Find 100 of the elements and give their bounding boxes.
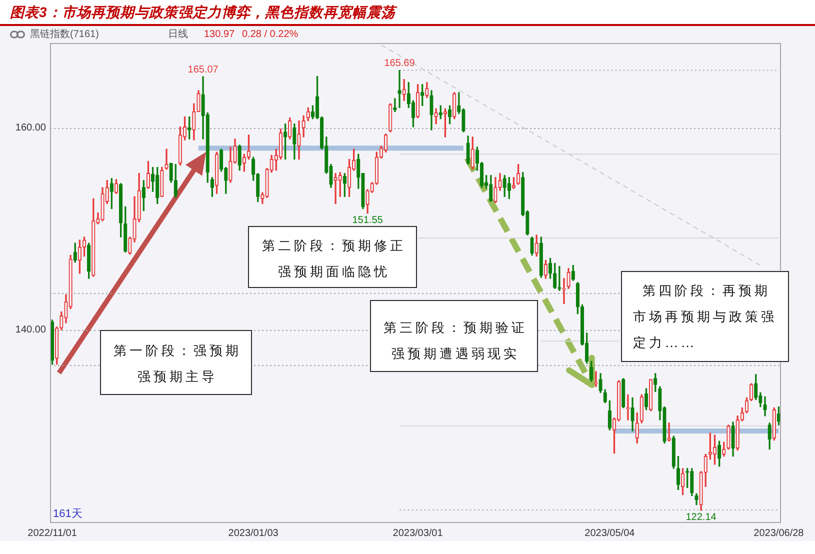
candlestick — [749, 383, 754, 402]
candlestick — [434, 108, 438, 124]
candlestick — [608, 400, 612, 430]
candlestick — [731, 422, 735, 457]
candlestick — [462, 108, 466, 132]
candlestick — [420, 84, 424, 106]
candlestick — [164, 148, 168, 170]
x-tick-label: 2023/06/28 — [754, 528, 804, 539]
candlestick — [680, 468, 685, 496]
candlestick — [694, 493, 698, 506]
annotation: 151.55 — [352, 215, 384, 226]
text: 130.97 — [204, 29, 235, 41]
candlestick — [598, 373, 602, 393]
candlestick — [512, 177, 516, 189]
candlestick — [238, 144, 242, 171]
candlestick — [110, 178, 114, 210]
candlestick — [118, 183, 123, 238]
candlestick — [754, 374, 758, 400]
candlestick — [562, 278, 566, 304]
candlestick — [590, 360, 594, 382]
annotation: 强预期遭遇弱现实 — [390, 345, 520, 363]
text: 0.28 / 0.22% — [242, 29, 298, 41]
x-tick-label: 2022/11/01 — [28, 528, 78, 539]
candlestick — [594, 371, 598, 387]
candlestick — [50, 320, 54, 365]
candlestick — [292, 124, 296, 160]
candlestick — [635, 412, 639, 444]
candlestick — [626, 394, 630, 420]
candlestick — [430, 90, 434, 130]
candlestick — [699, 471, 703, 511]
candlestick — [334, 173, 338, 204]
candlestick — [726, 424, 730, 450]
x-tick-label: 2023/03/01 — [392, 528, 444, 539]
candlestick — [174, 164, 178, 198]
candlestick — [214, 152, 219, 194]
candlestick — [178, 126, 182, 166]
y-tick-label: 160.00 — [15, 122, 46, 134]
x-tick-label: 2023/05/04 — [584, 528, 636, 539]
candlestick — [302, 115, 306, 138]
candlestick — [338, 172, 342, 197]
chart-subtitle: 黑链指数(7161) — [30, 29, 99, 41]
candlestick — [740, 407, 744, 422]
candlestick — [347, 158, 352, 197]
annotation: 165.69 — [384, 58, 416, 70]
candlestick — [452, 92, 456, 120]
candlestick — [146, 160, 150, 189]
annotation: 第一阶段：强预期 — [112, 342, 242, 360]
annotation: 161天 — [53, 508, 82, 521]
annotation: 122.14 — [686, 512, 717, 524]
annotation: 市场再预期与政策强定力…… — [633, 308, 778, 352]
candlestick — [566, 268, 570, 289]
candlestick — [210, 177, 214, 197]
y-tick-label: 140.00 — [15, 324, 46, 336]
candlestick — [288, 117, 292, 140]
annotation: 第四阶段：再预期 — [642, 282, 772, 300]
annotation: 第二阶段：预期修正 — [261, 237, 407, 255]
annotation: 强预期主导 — [136, 368, 218, 386]
candlestick — [690, 468, 694, 496]
candlestick — [768, 422, 772, 450]
candlestick — [772, 407, 776, 440]
candlestick — [283, 124, 288, 160]
candlestick — [398, 70, 402, 108]
candlestick — [558, 266, 562, 291]
candlestick — [228, 146, 232, 183]
candlestick — [640, 394, 644, 424]
candlestick — [494, 177, 498, 203]
candlestick — [416, 84, 420, 118]
candlestick — [539, 236, 543, 278]
annotation: 强预期面临隐忧 — [277, 263, 391, 281]
candlestick — [648, 379, 653, 412]
candlestick — [530, 236, 534, 256]
candlestick — [169, 162, 173, 183]
candlestick — [704, 454, 708, 487]
text: 日线 — [168, 29, 188, 41]
chart-title: 图表3：市场再预期与政策强定力博弈，黑色指数再宽幅震荡 — [10, 4, 396, 21]
candlestick — [100, 187, 104, 222]
candlestick — [92, 198, 96, 277]
annotation: 165.07 — [188, 64, 219, 76]
candlestick — [402, 79, 406, 101]
candlestick — [297, 120, 301, 160]
candlestick — [736, 416, 740, 451]
candlestick — [676, 456, 680, 490]
candlestick — [124, 206, 128, 253]
candlestick — [544, 260, 548, 279]
candlestick — [160, 166, 164, 197]
candlestick — [466, 136, 470, 165]
candlestick — [553, 262, 557, 289]
candlestick — [534, 234, 538, 257]
candlestick — [498, 173, 502, 191]
candlestick — [763, 396, 767, 416]
candlestick — [55, 326, 59, 365]
candlestick — [278, 128, 283, 160]
x-tick-label: 2023/01/03 — [228, 528, 279, 539]
candlestick — [516, 164, 520, 185]
candlestick — [114, 179, 118, 194]
candlestick — [82, 236, 86, 257]
candlestick — [776, 406, 781, 426]
annotation: 第三阶段：预期验证 — [382, 319, 528, 337]
candlestick — [425, 82, 429, 98]
candlestick — [571, 264, 575, 281]
